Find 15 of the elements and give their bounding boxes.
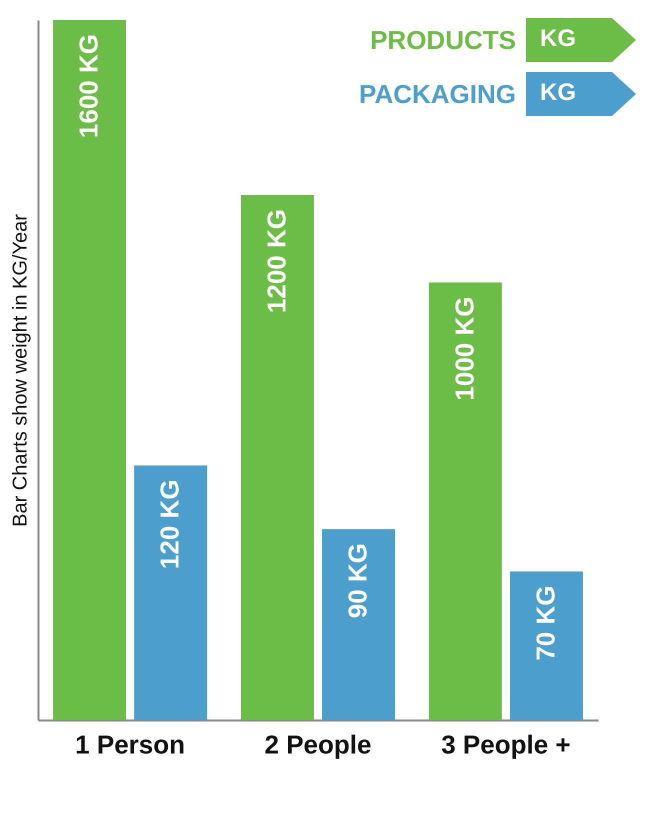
x-tick-label: 1 Person [75,730,185,760]
data-label: 1200 KG [261,209,292,314]
legend-label: PRODUCTS [370,24,516,56]
x-tick-label: 3 People + [441,730,571,760]
tag-icon: KG [526,18,636,62]
x-tick-label: 2 People [264,730,372,760]
data-label: 1000 KG [449,296,480,401]
data-label: 90 KG [342,543,373,618]
legend-label: PACKAGING [359,78,516,110]
data-label: 1600 KG [74,34,104,138]
data-label: 70 KG [530,586,560,661]
y-axis-title: Bar Charts show weight in KG/Year [10,214,32,527]
tag-icon: KG [526,72,636,116]
annotation: KG [540,25,576,53]
data-label: 120 KG [154,479,185,570]
